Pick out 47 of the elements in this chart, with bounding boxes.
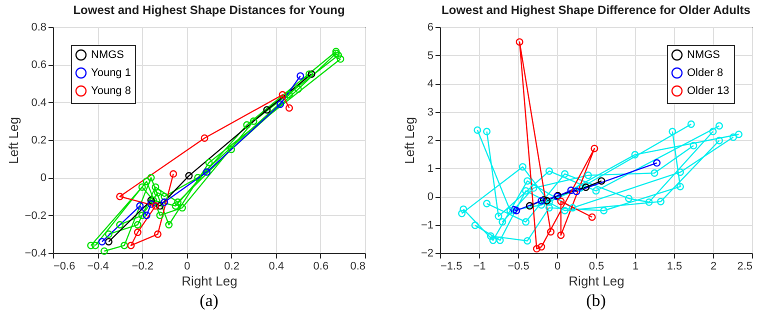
x-tick-label: 1.5 (666, 260, 682, 272)
x-tick-label: 2 (710, 260, 717, 272)
x-tick-label: 0.2 (224, 260, 240, 272)
x-tick-label: 0 (554, 260, 561, 272)
x-tick-label: −0.5 (508, 260, 530, 272)
x-tick-label: 0.8 (350, 260, 366, 272)
y-tick-label: 0.6 (31, 59, 46, 72)
y-tick-label: 5 (427, 50, 434, 62)
legend-label: NMGS (687, 49, 720, 61)
y-tick-label: −0.4 (24, 248, 46, 260)
x-tick-label: −1 (473, 260, 486, 272)
y-tick-label: −0.2 (24, 210, 46, 222)
x-tick-label: 0.6 (313, 260, 329, 272)
x-tick-label: −1.5 (440, 260, 462, 272)
x-tick-label: 1 (632, 260, 639, 272)
x-axis-title: Right Leg (182, 274, 238, 288)
text: (b) (586, 291, 606, 310)
x-axis-title: Right Leg (568, 274, 624, 288)
y-axis-title: Left Leg (6, 117, 21, 164)
legend-label: Young 8 (91, 85, 131, 97)
y-axis-title: Left Leg (402, 117, 417, 164)
legend-label: NMGS (91, 49, 124, 61)
text: (a) (200, 291, 218, 310)
x-tick-label: −0.2 (132, 260, 154, 272)
y-tick-label: 0 (427, 191, 434, 203)
x-tick-label: 0.4 (268, 260, 284, 272)
legend-label: Older 8 (687, 67, 724, 79)
y-tick-label: 0.8 (31, 22, 46, 34)
chart-title: Lowest and Highest Shape Difference for Older Adults (442, 3, 751, 17)
y-tick-label: 3 (427, 106, 434, 118)
legend-label: Young 1 (91, 67, 131, 79)
y-tick-label: 1 (427, 162, 434, 175)
chart-title: Lowest and Highest Shape Distances for Young (73, 3, 345, 17)
legend-label: Older 13 (687, 85, 730, 97)
y-tick-label: 6 (427, 22, 434, 34)
y-tick-label: 2 (427, 134, 434, 146)
y-tick-label: 4 (427, 78, 434, 90)
x-tick-label: 0 (184, 260, 190, 272)
x-tick-label: 2.5 (737, 260, 752, 272)
y-tick-label: 0.4 (31, 96, 46, 109)
y-tick-label: −2 (420, 248, 434, 260)
x-tick-label: 0.5 (588, 260, 604, 272)
y-tick-label: 0 (40, 172, 46, 184)
x-tick-label: −0.6 (54, 260, 76, 272)
y-tick-label: 0.2 (31, 134, 46, 146)
y-tick-label: −1 (420, 219, 434, 232)
x-tick-label: −0.4 (87, 260, 109, 272)
